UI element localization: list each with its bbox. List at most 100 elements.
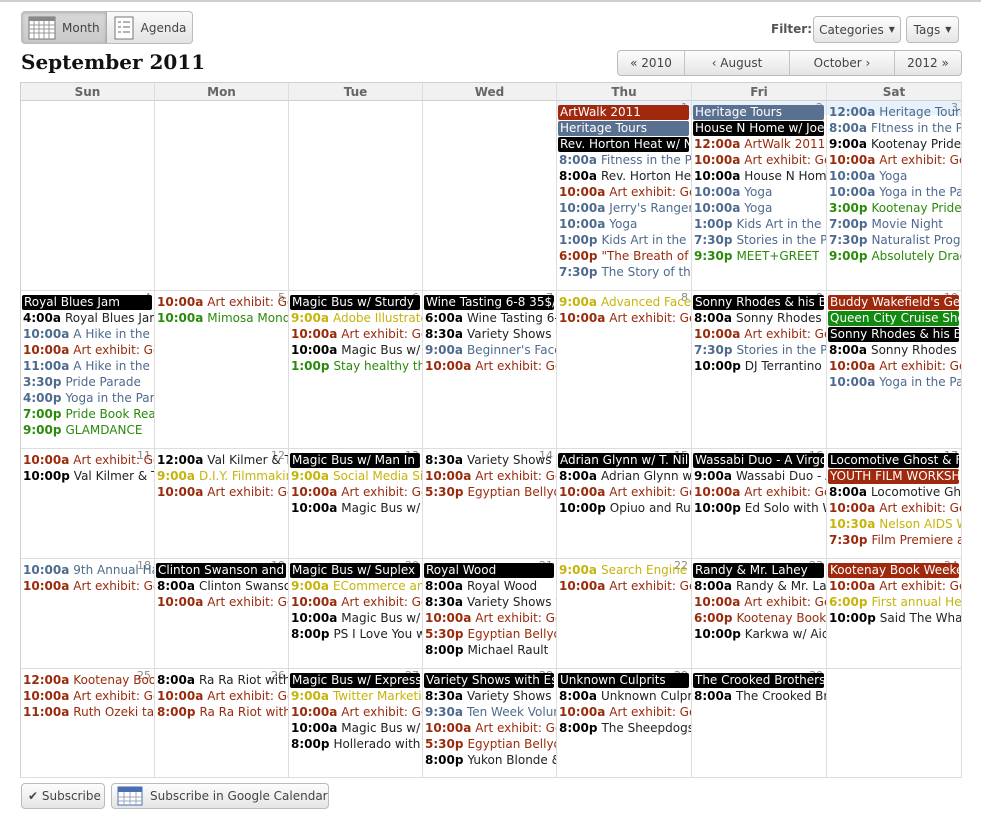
event-item[interactable]: 8:00p PS I Love You w [291, 627, 422, 642]
event-item[interactable]: 8:00a Royal Wood [425, 579, 537, 594]
day-cell[interactable]: 10Buddy Wakefield's GentleQueen City Cru… [827, 291, 962, 449]
event-bar[interactable]: Kootenay Book Weekend [828, 563, 959, 578]
day-cell[interactable]: 3 12:00a Heritage Tours 8:00a FItness in the… [827, 101, 962, 291]
categories-dropdown[interactable]: Categories ▼ [813, 16, 901, 43]
day-number[interactable]: 11 [137, 449, 151, 462]
day-number[interactable]: 12 [271, 449, 285, 462]
event-item[interactable]: 9:00p GLAMDANCE [23, 423, 142, 438]
event-item[interactable]: 7:00p Movie Night [829, 217, 943, 232]
day-cell[interactable] [21, 101, 155, 291]
event-item[interactable]: 10:00a Yoga [829, 169, 907, 184]
event-item[interactable]: 8:00a Clinton Swanson [157, 579, 288, 594]
day-cell[interactable] [423, 101, 557, 291]
event-bar[interactable]: Heritage Tours [693, 105, 824, 120]
prev-year-button[interactable]: « 2010 [618, 51, 685, 75]
day-number[interactable]: 22 [674, 559, 688, 572]
event-item[interactable]: 10:00a Yoga [559, 217, 637, 232]
event-bar[interactable]: Randy & Mr. Lahey [693, 563, 824, 578]
next-month-button[interactable]: October › [790, 51, 895, 75]
event-item[interactable]: 4:00a Royal Blues Jam [23, 311, 154, 326]
month-view-button[interactable]: Month [22, 12, 107, 43]
event-item[interactable]: 3:30p Pride Parade [23, 375, 141, 390]
prev-month-button[interactable]: ‹ August [685, 51, 790, 75]
event-item[interactable]: 10:00a Yoga [694, 201, 772, 216]
day-cell[interactable]: 17Locomotive Ghost & FrieYOUTH FILM WORK… [827, 449, 962, 559]
event-item[interactable]: 9:00a Adobe Illustrator [291, 311, 422, 326]
event-bar[interactable]: Rev. Horton Heat w/ Nash [558, 137, 689, 152]
event-item[interactable]: 10:00a Jerry's Rangers [559, 201, 691, 216]
event-item[interactable]: 9:30p MEET+GREET [694, 249, 819, 264]
event-bar[interactable]: Wine Tasting 6-8 35$/h [424, 295, 554, 310]
day-number[interactable]: 18 [137, 559, 151, 572]
event-item[interactable]: 9:00a D.I.Y. Filmmakin [157, 469, 288, 484]
event-bar[interactable]: ArtWalk 2011 [558, 105, 689, 120]
next-year-button[interactable]: 2012 » [907, 56, 949, 70]
event-item[interactable]: 10:00a Yoga [694, 185, 772, 200]
event-bar[interactable]: Magic Bus w/ Suplex [290, 563, 420, 578]
event-bar[interactable]: Magic Bus w/ Sturdy [290, 295, 420, 310]
event-bar[interactable]: Buddy Wakefield's Gentle [828, 295, 959, 310]
event-bar[interactable]: Locomotive Ghost & Frie [828, 453, 959, 468]
